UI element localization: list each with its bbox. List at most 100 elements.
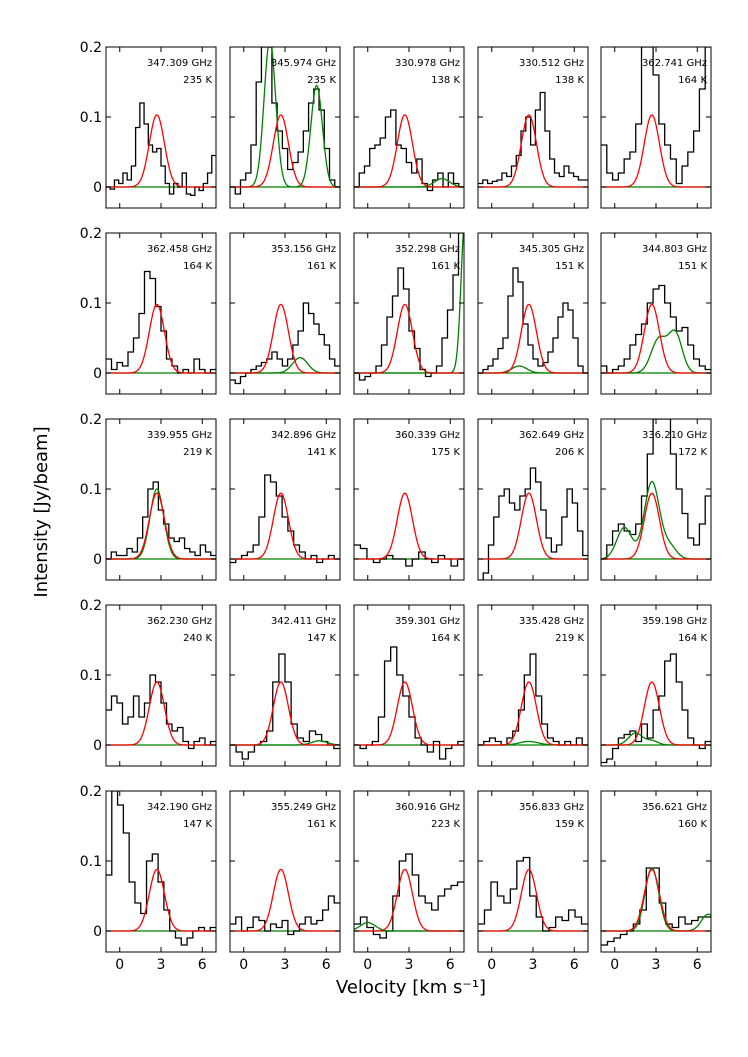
line-model-curve [601, 868, 711, 932]
x-tick-label: 6 [322, 957, 331, 973]
panel-plot-area [601, 867, 711, 946]
x-axis-label: Velocity [km s⁻¹] [336, 977, 486, 998]
line-model-curve [601, 681, 711, 746]
panel-15: 336.210 GHz 172 K [600, 418, 712, 581]
panel-4: 330.512 GHz 138 K [477, 46, 589, 209]
line-model-curve [106, 303, 216, 374]
line-model-curve [601, 492, 711, 560]
panel-2: 345.974 GHz 235 K [229, 46, 341, 209]
frequency-label: 347.309 GHz [147, 58, 212, 69]
temperature-label: 159 K [555, 819, 584, 830]
x-tick-label: 6 [446, 957, 455, 973]
y-tick-label: 0.1 [80, 854, 102, 870]
panel-plot-area [601, 419, 711, 560]
panel-25: 0 3 6 356.621 GHz 160 K [600, 790, 712, 973]
frequency-label: 344.803 GHz [642, 244, 707, 255]
x-tick-label: 6 [570, 957, 579, 973]
blend-model-curve [478, 365, 588, 374]
panel-plot-area [230, 653, 340, 760]
temperature-label: 235 K [183, 75, 212, 86]
line-model-curve [601, 303, 711, 374]
temperature-label: 164 K [678, 75, 707, 86]
blend-model-curve [354, 177, 464, 188]
line-model-curve [230, 681, 340, 746]
panel-10: 344.803 GHz 151 K [600, 232, 712, 395]
line-model-curve [354, 681, 464, 746]
observed-spectrum [354, 233, 464, 381]
panel-frame [353, 418, 465, 581]
panel-24: 0 3 6 356.833 GHz 159 K [477, 790, 589, 973]
temperature-label: 160 K [678, 819, 707, 830]
frequency-label: 342.190 GHz [147, 802, 212, 813]
line-model-curve [354, 868, 464, 932]
x-tick-label: 0 [115, 957, 124, 973]
panel-plot-area [106, 674, 216, 750]
panel-11: 0 0.1 0.2 339.955 GHz 219 K [80, 412, 217, 581]
temperature-label: 235 K [307, 75, 336, 86]
y-tick-label: 0.2 [80, 412, 102, 428]
line-model-curve [230, 868, 340, 932]
panel-9: 345.305 GHz 151 K [477, 232, 589, 395]
panel-plot-area [354, 109, 464, 192]
line-model-curve [601, 114, 711, 188]
panel-plot-area [106, 102, 216, 197]
line-model-curve [478, 303, 588, 374]
temperature-label: 219 K [183, 447, 212, 458]
line-model-curve [478, 681, 588, 746]
observed-spectrum [478, 856, 588, 932]
temperature-label: 161 K [307, 261, 336, 272]
panel-3: 330.978 GHz 138 K [353, 46, 465, 209]
frequency-label: 362.649 GHz [519, 430, 584, 441]
x-tick-label: 3 [652, 957, 661, 973]
line-model-curve [106, 114, 216, 188]
y-tick-label: 0 [93, 180, 102, 196]
y-tick-label: 0.2 [80, 784, 102, 800]
frequency-label: 330.978 GHz [395, 58, 460, 69]
panel-plot-area [354, 233, 464, 381]
line-model-curve [354, 114, 464, 188]
temperature-label: 172 K [678, 447, 707, 458]
temperature-label: 161 K [431, 261, 460, 272]
blend-model-curve [601, 480, 711, 560]
blend-model-curve [601, 329, 711, 374]
frequency-label: 336.210 GHz [642, 430, 707, 441]
frequency-label: 345.305 GHz [519, 244, 584, 255]
observed-spectrum [354, 544, 464, 567]
temperature-label: 223 K [431, 819, 460, 830]
panel-5: 362.741 GHz 164 K [600, 46, 712, 209]
y-axis-label: Intensity [Jy/beam] [31, 426, 52, 597]
temperature-label: 138 K [555, 75, 584, 86]
observed-spectrum [601, 653, 711, 764]
temperature-label: 219 K [555, 633, 584, 644]
observed-spectrum [230, 653, 340, 760]
x-tick-label: 0 [610, 957, 619, 973]
temperature-label: 175 K [431, 447, 460, 458]
frequency-label: 362.741 GHz [642, 58, 707, 69]
panel-plot-area [354, 492, 464, 567]
panel-22: 0 3 6 355.249 GHz 161 K [229, 790, 341, 973]
frequency-label: 335.428 GHz [519, 616, 584, 627]
temperature-label: 164 K [678, 633, 707, 644]
y-tick-label: 0 [93, 738, 102, 754]
frequency-label: 342.896 GHz [271, 430, 336, 441]
observed-spectrum [478, 653, 588, 746]
panel-plot-area [601, 653, 711, 764]
panel-frame [353, 604, 465, 767]
line-model-curve [106, 681, 216, 746]
x-tick-label: 3 [281, 957, 290, 973]
panel-plot-area [230, 47, 340, 195]
panel-8: 352.298 GHz 161 K [353, 232, 465, 395]
panel-19: 335.428 GHz 219 K [477, 604, 589, 767]
panel-frame [229, 790, 341, 953]
panel-plot-area [601, 284, 711, 374]
observed-spectrum [230, 474, 340, 564]
observed-spectrum [230, 895, 340, 936]
panel-frame [477, 418, 589, 581]
y-tick-label: 0.2 [80, 40, 102, 56]
observed-spectrum [478, 467, 588, 580]
observed-spectrum [478, 91, 588, 185]
panel-plot-area [478, 856, 588, 932]
panel-plot-area [230, 474, 340, 564]
y-tick-label: 0.1 [80, 296, 102, 312]
